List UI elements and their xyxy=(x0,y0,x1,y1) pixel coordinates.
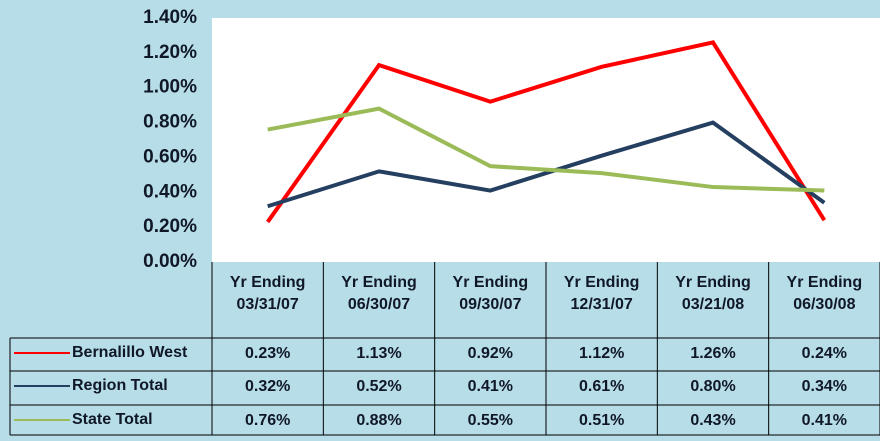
data-label: 0.32% xyxy=(245,378,290,395)
data-label: 0.41% xyxy=(468,378,513,395)
data-label: 0.80% xyxy=(690,378,735,395)
x-tick-label: Yr Ending 03/21/08 xyxy=(675,274,751,313)
data-label: 0.55% xyxy=(468,412,513,429)
y-tick-label: 0.40% xyxy=(143,181,197,202)
y-tick-label: 0.80% xyxy=(143,112,197,133)
data-label: 1.12% xyxy=(579,345,624,362)
y-tick-label: 0.60% xyxy=(143,146,197,167)
data-label: 0.23% xyxy=(245,345,290,362)
data-label: 0.88% xyxy=(356,412,401,429)
data-label: 0.34% xyxy=(802,378,847,395)
y-tick-label: 1.00% xyxy=(143,77,197,98)
x-tick-label: Yr Ending 12/31/07 xyxy=(563,274,640,313)
legend-label: State Total xyxy=(72,411,153,428)
y-tick-label: 1.20% xyxy=(143,42,197,63)
x-tick-label: Yr Ending 03/31/07 xyxy=(229,274,306,313)
y-tick-label: 0.00% xyxy=(143,251,197,272)
data-label: 1.13% xyxy=(356,345,401,362)
data-label: 0.51% xyxy=(579,412,624,429)
series-line xyxy=(267,120,826,209)
data-label: 0.52% xyxy=(356,378,401,395)
x-tick-label: Yr Ending 06/30/08 xyxy=(786,274,863,313)
y-tick-label: 0.20% xyxy=(143,216,197,237)
data-label: 0.41% xyxy=(802,412,847,429)
data-label: 0.24% xyxy=(802,345,847,362)
data-label: 0.76% xyxy=(245,412,290,429)
series-line xyxy=(267,106,825,193)
data-label: 0.61% xyxy=(579,378,624,395)
data-label: 0.43% xyxy=(690,412,735,429)
legend-label: Bernalillo West xyxy=(72,344,188,361)
data-label: 1.26% xyxy=(690,345,735,362)
x-tick-label: Yr Ending 06/30/07 xyxy=(341,274,417,313)
legend-label: Region Total xyxy=(72,377,168,394)
plot-area xyxy=(212,18,880,262)
y-tick-label: 1.40% xyxy=(143,7,197,28)
series-line xyxy=(266,40,827,224)
data-label: 0.92% xyxy=(468,345,513,362)
x-tick-label: Yr Ending 09/30/07 xyxy=(452,274,529,313)
